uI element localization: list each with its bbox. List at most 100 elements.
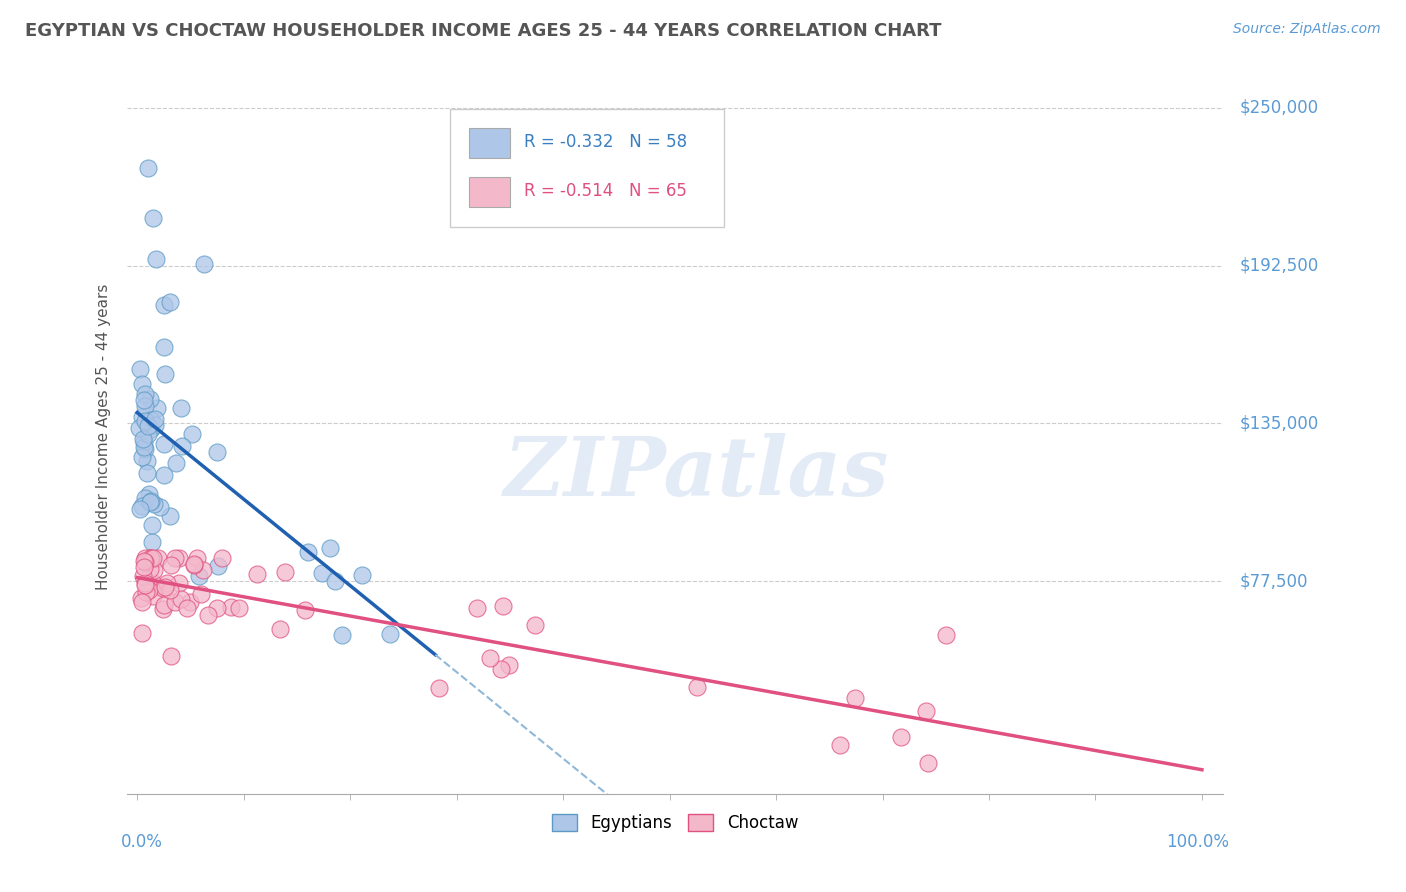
Point: [139, 413, 162, 427]
Point: [915, 704, 938, 718]
Point: [159, 583, 181, 598]
Point: [319, 541, 342, 555]
Point: [193, 257, 215, 271]
Point: [142, 211, 165, 225]
Text: EGYPTIAN VS CHOCTAW HOUSEHOLDER INCOME AGES 25 - 44 YEARS CORRELATION CHART: EGYPTIAN VS CHOCTAW HOUSEHOLDER INCOME A…: [25, 22, 942, 40]
Point: [163, 594, 186, 608]
Point: [523, 618, 546, 632]
Point: [131, 409, 153, 424]
Point: [246, 567, 269, 582]
Point: [132, 569, 155, 583]
Point: [169, 576, 191, 591]
Point: [138, 486, 160, 500]
Point: [160, 558, 183, 573]
Point: [139, 493, 162, 508]
Point: [141, 518, 163, 533]
Text: R = -0.332   N = 58: R = -0.332 N = 58: [523, 134, 686, 152]
Point: [152, 601, 174, 615]
Point: [207, 445, 229, 459]
Point: [491, 662, 513, 676]
Point: [141, 534, 163, 549]
Point: [352, 568, 374, 582]
Point: [134, 491, 156, 505]
Point: [498, 658, 520, 673]
Legend: Egyptians, Choctaw: Egyptians, Choctaw: [546, 807, 804, 839]
Point: [134, 575, 156, 590]
Point: [132, 435, 155, 450]
Point: [134, 550, 156, 565]
Point: [191, 563, 214, 577]
Point: [197, 607, 219, 622]
Point: [143, 497, 166, 511]
Text: $77,500: $77,500: [1240, 572, 1308, 591]
Point: [141, 550, 163, 565]
Text: $250,000: $250,000: [1240, 99, 1319, 117]
Point: [142, 576, 165, 591]
Point: [138, 418, 160, 433]
Point: [136, 161, 159, 175]
Point: [134, 442, 156, 456]
Point: [131, 450, 153, 465]
Point: [134, 399, 156, 413]
Point: [269, 622, 291, 636]
Point: [142, 563, 165, 577]
Point: [141, 422, 163, 436]
Point: [138, 562, 160, 576]
Point: [145, 252, 167, 266]
Text: $135,000: $135,000: [1240, 415, 1319, 433]
Point: [155, 581, 177, 595]
Point: [136, 454, 159, 468]
Point: [131, 626, 153, 640]
Point: [180, 427, 202, 442]
Point: [179, 595, 201, 609]
Point: [143, 412, 166, 426]
Point: [135, 466, 157, 480]
Point: [170, 401, 193, 415]
Point: [131, 376, 153, 391]
Point: [139, 495, 162, 509]
Point: [479, 651, 502, 665]
Point: [134, 578, 156, 592]
Point: [153, 340, 176, 354]
Point: [134, 414, 156, 428]
Point: [380, 627, 402, 641]
Point: [427, 681, 450, 695]
Point: [170, 439, 193, 453]
Point: [139, 551, 162, 566]
Point: [153, 437, 176, 451]
Point: [132, 440, 155, 454]
Point: [274, 565, 297, 579]
Point: [311, 566, 333, 580]
Point: [128, 421, 150, 435]
Point: [131, 499, 153, 513]
Point: [917, 756, 939, 770]
Point: [167, 550, 190, 565]
Point: [132, 432, 155, 446]
Text: ZIPatlas: ZIPatlas: [505, 433, 890, 513]
Point: [183, 558, 205, 572]
Point: [165, 456, 187, 470]
FancyBboxPatch shape: [468, 128, 510, 158]
Point: [153, 298, 176, 312]
Point: [159, 295, 181, 310]
Point: [131, 594, 153, 608]
Point: [129, 591, 152, 605]
Text: 100.0%: 100.0%: [1166, 833, 1229, 851]
Point: [176, 601, 198, 615]
Point: [160, 648, 183, 663]
Point: [139, 553, 162, 567]
Point: [134, 387, 156, 401]
Point: [190, 587, 212, 601]
Point: [935, 628, 957, 642]
Point: [890, 730, 912, 744]
Point: [146, 401, 169, 415]
Point: [139, 392, 162, 406]
Point: [153, 367, 176, 381]
Point: [152, 467, 174, 482]
Point: [128, 362, 150, 376]
Point: [149, 500, 172, 514]
Point: [143, 417, 166, 432]
Point: [134, 555, 156, 569]
Point: [828, 739, 851, 753]
Point: [136, 426, 159, 441]
